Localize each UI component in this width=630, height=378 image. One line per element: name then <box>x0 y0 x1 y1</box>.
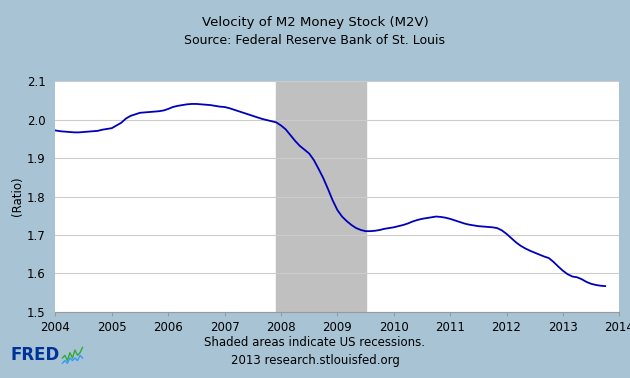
Y-axis label: (Ratio): (Ratio) <box>11 177 24 216</box>
Text: Shaded areas indicate US recessions.: Shaded areas indicate US recessions. <box>205 336 425 349</box>
Text: 2013 research.stlouisfed.org: 2013 research.stlouisfed.org <box>231 355 399 367</box>
Text: Source: Federal Reserve Bank of St. Louis: Source: Federal Reserve Bank of St. Loui… <box>185 34 445 47</box>
Text: Velocity of M2 Money Stock (M2V): Velocity of M2 Money Stock (M2V) <box>202 16 428 29</box>
Bar <box>277 81 365 312</box>
Text: FRED: FRED <box>10 346 59 364</box>
